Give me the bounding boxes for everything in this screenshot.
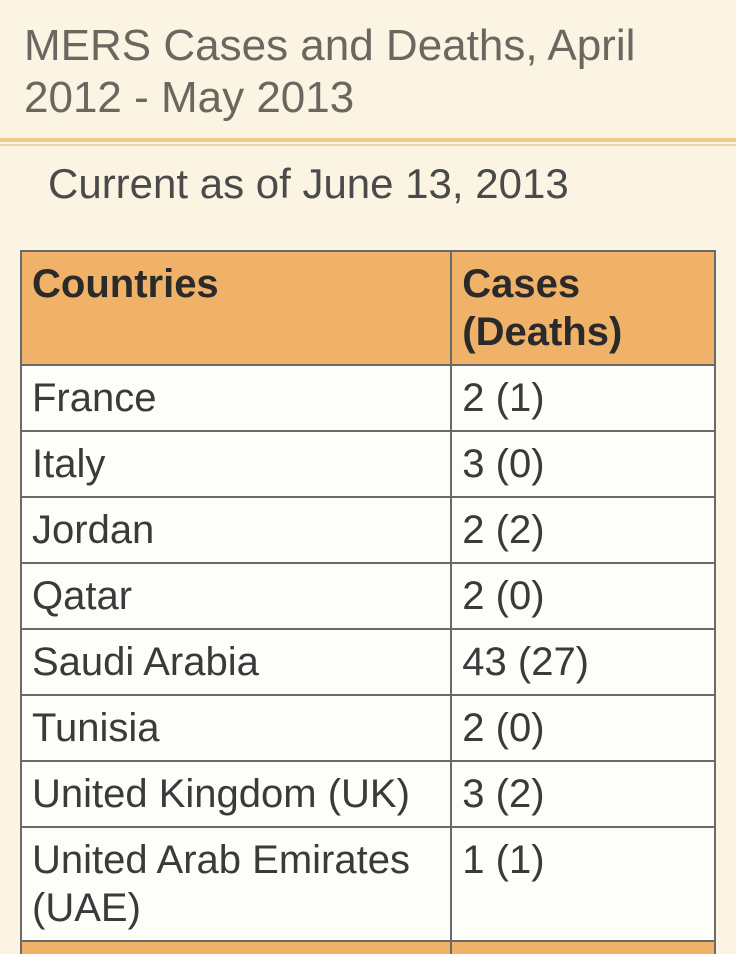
cell-country: France [21,365,451,431]
cell-country: Jordan [21,497,451,563]
table-row: United Kingdom (UK) 3 (2) [21,761,715,827]
cell-cases: 43 (27) [451,629,715,695]
page-subtitle: Current as of June 13, 2013 [0,142,736,214]
mers-table: Countries Cases (Deaths) France 2 (1) It… [20,250,716,954]
cell-country: Italy [21,431,451,497]
col-header-countries: Countries [21,251,451,365]
table-row: Jordan 2 (2) [21,497,715,563]
cell-total-label: Total [21,941,451,954]
table-row: Tunisia 2 (0) [21,695,715,761]
table-body: France 2 (1) Italy 3 (0) Jordan 2 (2) Qa… [21,365,715,954]
table-row: Italy 3 (0) [21,431,715,497]
cell-total-cases: 58 (33) [451,941,715,954]
cell-country: Tunisia [21,695,451,761]
table-total-row: Total 58 (33) [21,941,715,954]
cell-country: Qatar [21,563,451,629]
cell-cases: 2 (0) [451,695,715,761]
cell-country: United Kingdom (UK) [21,761,451,827]
table-row: Qatar 2 (0) [21,563,715,629]
cell-cases: 2 (0) [451,563,715,629]
cell-country: Saudi Arabia [21,629,451,695]
cell-cases: 1 (1) [451,827,715,941]
table-container: Countries Cases (Deaths) France 2 (1) It… [0,214,736,954]
cell-cases: 2 (1) [451,365,715,431]
col-header-cases: Cases (Deaths) [451,251,715,365]
table-row: Saudi Arabia 43 (27) [21,629,715,695]
title-block: MERS Cases and Deaths, April 2012 - May … [0,0,736,142]
table-header-row: Countries Cases (Deaths) [21,251,715,365]
table-row: United Arab Emirates (UAE) 1 (1) [21,827,715,941]
page-title: MERS Cases and Deaths, April 2012 - May … [24,20,712,124]
page-root: MERS Cases and Deaths, April 2012 - May … [0,0,736,954]
table-row: France 2 (1) [21,365,715,431]
cell-country: United Arab Emirates (UAE) [21,827,451,941]
cell-cases: 3 (2) [451,761,715,827]
cell-cases: 2 (2) [451,497,715,563]
cell-cases: 3 (0) [451,431,715,497]
